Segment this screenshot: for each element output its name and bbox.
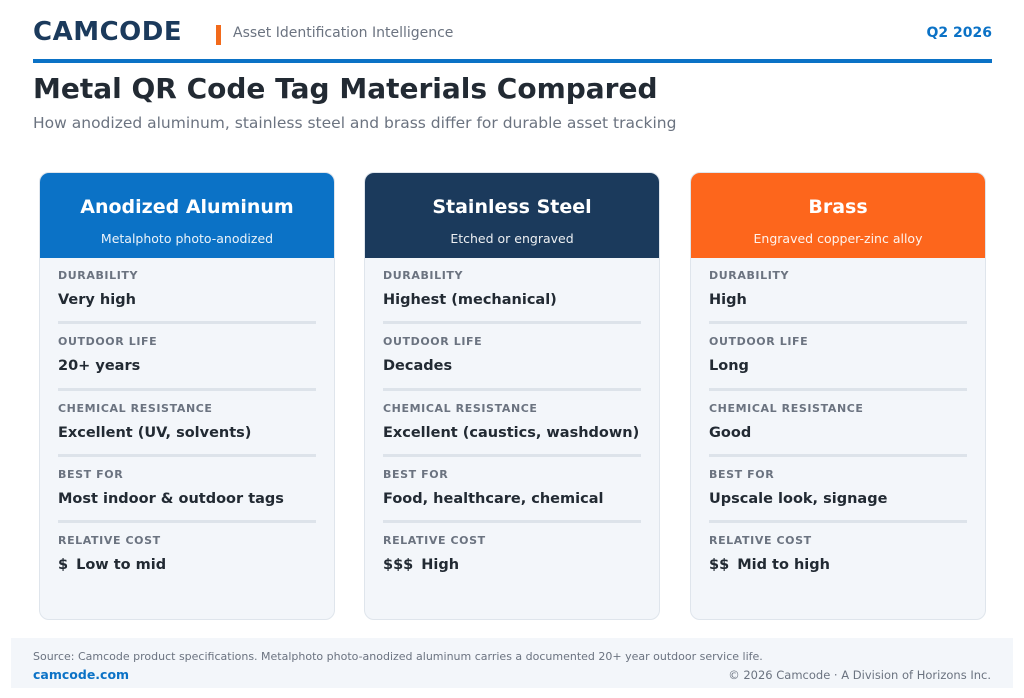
card-body: DURABILITY High OUTDOOR LIFE Long CHEMIC… bbox=[691, 258, 985, 589]
card-header: Brass Engraved copper-zinc alloy bbox=[691, 173, 985, 258]
quarter-label: Q2 2026 bbox=[926, 25, 992, 41]
spec-label: CHEMICAL RESISTANCE bbox=[383, 401, 538, 415]
card-body: DURABILITY Very high OUTDOOR LIFE 20+ ye… bbox=[40, 258, 334, 589]
spec-value: Excellent (UV, solvents) bbox=[58, 424, 252, 441]
card-subtitle: Engraved copper-zinc alloy bbox=[753, 231, 923, 246]
card-subtitle: Metalphoto photo-anodized bbox=[100, 231, 274, 246]
source-note: Source: Camcode product specifications. … bbox=[33, 650, 763, 663]
spec-label: CHEMICAL RESISTANCE bbox=[709, 401, 864, 415]
spec-row-best-for: BEST FOR Most indoor & outdoor tags bbox=[58, 457, 316, 524]
spec-row-durability: DURABILITY High bbox=[709, 258, 967, 325]
spec-value: $$ Mid to high bbox=[709, 557, 967, 573]
card-title: Anodized Aluminum bbox=[80, 196, 294, 218]
spec-label: RELATIVE COST bbox=[383, 534, 486, 548]
cost-symbol: $ bbox=[58, 557, 69, 574]
brand-divider-bar bbox=[216, 25, 221, 45]
spec-row-durability: DURABILITY Highest (mechanical) bbox=[383, 258, 641, 325]
spec-row-best-for: BEST FOR Upscale look, signage bbox=[709, 457, 967, 524]
card-title: Brass bbox=[808, 196, 868, 218]
spec-row-relative-cost: RELATIVE COST $$ Mid to high bbox=[709, 523, 967, 589]
spec-row-chemical-resistance: CHEMICAL RESISTANCE Good bbox=[709, 391, 967, 457]
cost-symbol: $$ bbox=[709, 557, 730, 574]
spec-value: Excellent (caustics, washdown) bbox=[383, 424, 640, 441]
spec-value: 20+ years bbox=[58, 358, 141, 375]
spec-label: OUTDOOR LIFE bbox=[709, 335, 809, 349]
spec-label: DURABILITY bbox=[383, 269, 464, 282]
spec-row-outdoor-life: OUTDOOR LIFE Long bbox=[709, 324, 967, 391]
spec-row-relative-cost: RELATIVE COST $ Low to mid bbox=[58, 523, 316, 589]
spec-label: CHEMICAL RESISTANCE bbox=[58, 401, 213, 415]
spec-value: $$$ High bbox=[383, 557, 641, 573]
page-subtitle: How anodized aluminum, stainless steel a… bbox=[33, 114, 677, 132]
spec-row-outdoor-life: OUTDOOR LIFE Decades bbox=[383, 324, 641, 391]
copyright: © 2026 Camcode · A Division of Horizons … bbox=[728, 668, 991, 682]
spec-row-chemical-resistance: CHEMICAL RESISTANCE Excellent (caustics,… bbox=[383, 391, 641, 457]
website-link[interactable]: camcode.com bbox=[33, 667, 130, 682]
page-footer: Source: Camcode product specifications. … bbox=[11, 638, 1013, 688]
spec-value: Most indoor & outdoor tags bbox=[58, 490, 284, 507]
cost-symbol: $$$ bbox=[383, 557, 414, 574]
page-title: Metal QR Code Tag Materials Compared bbox=[33, 72, 658, 105]
spec-value: Very high bbox=[58, 292, 136, 308]
spec-label: DURABILITY bbox=[58, 269, 139, 282]
spec-row-chemical-resistance: CHEMICAL RESISTANCE Excellent (UV, solve… bbox=[58, 391, 316, 457]
spec-value: Food, healthcare, chemical bbox=[383, 490, 604, 507]
material-card-stainless-steel: Stainless Steel Etched or engraved DURAB… bbox=[364, 172, 660, 620]
spec-row-best-for: BEST FOR Food, healthcare, chemical bbox=[383, 457, 641, 524]
spec-value: Good bbox=[709, 424, 752, 441]
cost-text: Low to mid bbox=[76, 557, 167, 574]
cost-text: High bbox=[421, 557, 460, 574]
brand-logo: CAMCODE bbox=[33, 17, 183, 47]
cost-text: Mid to high bbox=[737, 557, 830, 574]
spec-label: BEST FOR bbox=[383, 467, 449, 481]
card-title: Stainless Steel bbox=[432, 196, 592, 218]
spec-label: RELATIVE COST bbox=[709, 534, 812, 548]
spec-row-relative-cost: RELATIVE COST $$$ High bbox=[383, 523, 641, 589]
header-rule bbox=[33, 59, 992, 63]
spec-value: Decades bbox=[383, 358, 453, 375]
spec-label: DURABILITY bbox=[709, 269, 790, 282]
card-header: Anodized Aluminum Metalphoto photo-anodi… bbox=[40, 173, 334, 258]
spec-label: BEST FOR bbox=[58, 467, 124, 481]
card-header: Stainless Steel Etched or engraved bbox=[365, 173, 659, 258]
spec-row-durability: DURABILITY Very high bbox=[58, 258, 316, 325]
spec-value: $ Low to mid bbox=[58, 557, 316, 573]
card-body: DURABILITY Highest (mechanical) OUTDOOR … bbox=[365, 258, 659, 589]
spec-value: High bbox=[709, 292, 747, 308]
spec-value: Highest (mechanical) bbox=[383, 292, 557, 308]
brand-tagline: Asset Identification Intelligence bbox=[233, 25, 454, 41]
spec-label: BEST FOR bbox=[709, 467, 775, 481]
spec-value: Long bbox=[709, 358, 749, 375]
spec-label: RELATIVE COST bbox=[58, 534, 161, 548]
card-subtitle: Etched or engraved bbox=[450, 231, 574, 246]
spec-value: Upscale look, signage bbox=[709, 490, 888, 507]
material-card-brass: Brass Engraved copper-zinc alloy DURABIL… bbox=[690, 172, 986, 620]
spec-row-outdoor-life: OUTDOOR LIFE 20+ years bbox=[58, 324, 316, 391]
material-card-anodized-aluminum: Anodized Aluminum Metalphoto photo-anodi… bbox=[39, 172, 335, 620]
page-header: CAMCODE Asset Identification Intelligenc… bbox=[33, 0, 992, 64]
spec-label: OUTDOOR LIFE bbox=[58, 335, 158, 349]
spec-label: OUTDOOR LIFE bbox=[383, 335, 483, 349]
